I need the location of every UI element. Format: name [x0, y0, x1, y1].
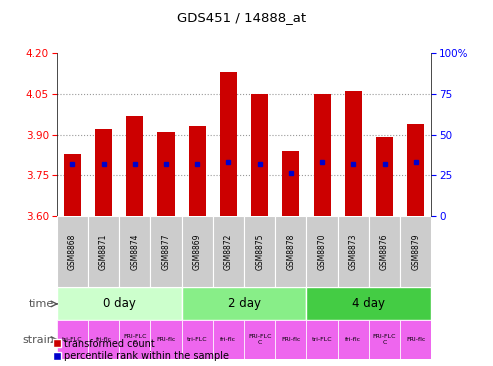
Text: fri-flc: fri-flc	[345, 337, 361, 342]
Bar	[126, 116, 143, 216]
Bar	[369, 216, 400, 287]
Text: 0 day: 0 day	[103, 298, 136, 310]
Text: FRI-FLC
C: FRI-FLC C	[123, 335, 146, 345]
Text: GSM8872: GSM8872	[224, 234, 233, 270]
Bar	[150, 216, 181, 287]
Text: fri-flc: fri-flc	[220, 337, 237, 342]
Text: GDS451 / 14888_at: GDS451 / 14888_at	[177, 11, 306, 24]
Text: GSM8871: GSM8871	[99, 234, 108, 270]
Bar	[157, 132, 175, 216]
Bar	[64, 154, 81, 216]
Bar	[400, 321, 431, 359]
Bar	[275, 321, 307, 359]
Bar	[213, 321, 244, 359]
Bar	[57, 287, 181, 321]
Legend: transformed count, percentile rank within the sample: transformed count, percentile rank withi…	[54, 339, 229, 361]
Bar	[251, 94, 268, 216]
Bar	[181, 321, 213, 359]
Bar	[213, 216, 244, 287]
Text: tri-FLC: tri-FLC	[312, 337, 332, 342]
Text: tri-FLC: tri-FLC	[62, 337, 83, 342]
Bar	[95, 129, 112, 216]
Text: FRI-FLC
C: FRI-FLC C	[248, 335, 272, 345]
Text: GSM8870: GSM8870	[317, 234, 326, 270]
Text: GSM8869: GSM8869	[193, 234, 202, 270]
Bar	[307, 216, 338, 287]
Bar	[88, 216, 119, 287]
Text: GSM8875: GSM8875	[255, 234, 264, 270]
Text: GSM8879: GSM8879	[411, 234, 420, 270]
Text: tri-FLC: tri-FLC	[187, 337, 208, 342]
Bar	[244, 321, 275, 359]
Text: time: time	[29, 299, 54, 309]
Bar	[400, 216, 431, 287]
Bar	[181, 287, 307, 321]
Bar	[407, 124, 424, 216]
Text: FRI-flc: FRI-flc	[156, 337, 176, 342]
Bar	[369, 321, 400, 359]
Text: FRI-FLC
C: FRI-FLC C	[373, 335, 396, 345]
Bar	[57, 321, 88, 359]
Text: GSM8868: GSM8868	[68, 234, 77, 270]
Text: FRI-flc: FRI-flc	[281, 337, 301, 342]
Bar	[376, 137, 393, 216]
Text: GSM8878: GSM8878	[286, 234, 295, 270]
Bar	[307, 321, 338, 359]
Bar	[220, 72, 237, 216]
Bar	[275, 216, 307, 287]
Text: strain: strain	[22, 335, 54, 344]
Bar	[119, 216, 150, 287]
Bar	[189, 126, 206, 216]
Bar	[314, 94, 331, 216]
Text: GSM8874: GSM8874	[130, 234, 139, 270]
Bar	[338, 216, 369, 287]
Bar	[345, 91, 362, 216]
Text: GSM8873: GSM8873	[349, 234, 358, 270]
Bar	[244, 216, 275, 287]
Bar	[181, 216, 213, 287]
Text: GSM8876: GSM8876	[380, 234, 389, 270]
Text: 4 day: 4 day	[352, 298, 386, 310]
Bar	[57, 216, 88, 287]
Bar	[119, 321, 150, 359]
Bar	[282, 151, 299, 216]
Bar	[307, 287, 431, 321]
Text: fri-flc: fri-flc	[96, 337, 111, 342]
Text: GSM8877: GSM8877	[162, 234, 171, 270]
Text: 2 day: 2 day	[228, 298, 260, 310]
Text: FRI-flc: FRI-flc	[406, 337, 425, 342]
Bar	[150, 321, 181, 359]
Bar	[338, 321, 369, 359]
Bar	[88, 321, 119, 359]
